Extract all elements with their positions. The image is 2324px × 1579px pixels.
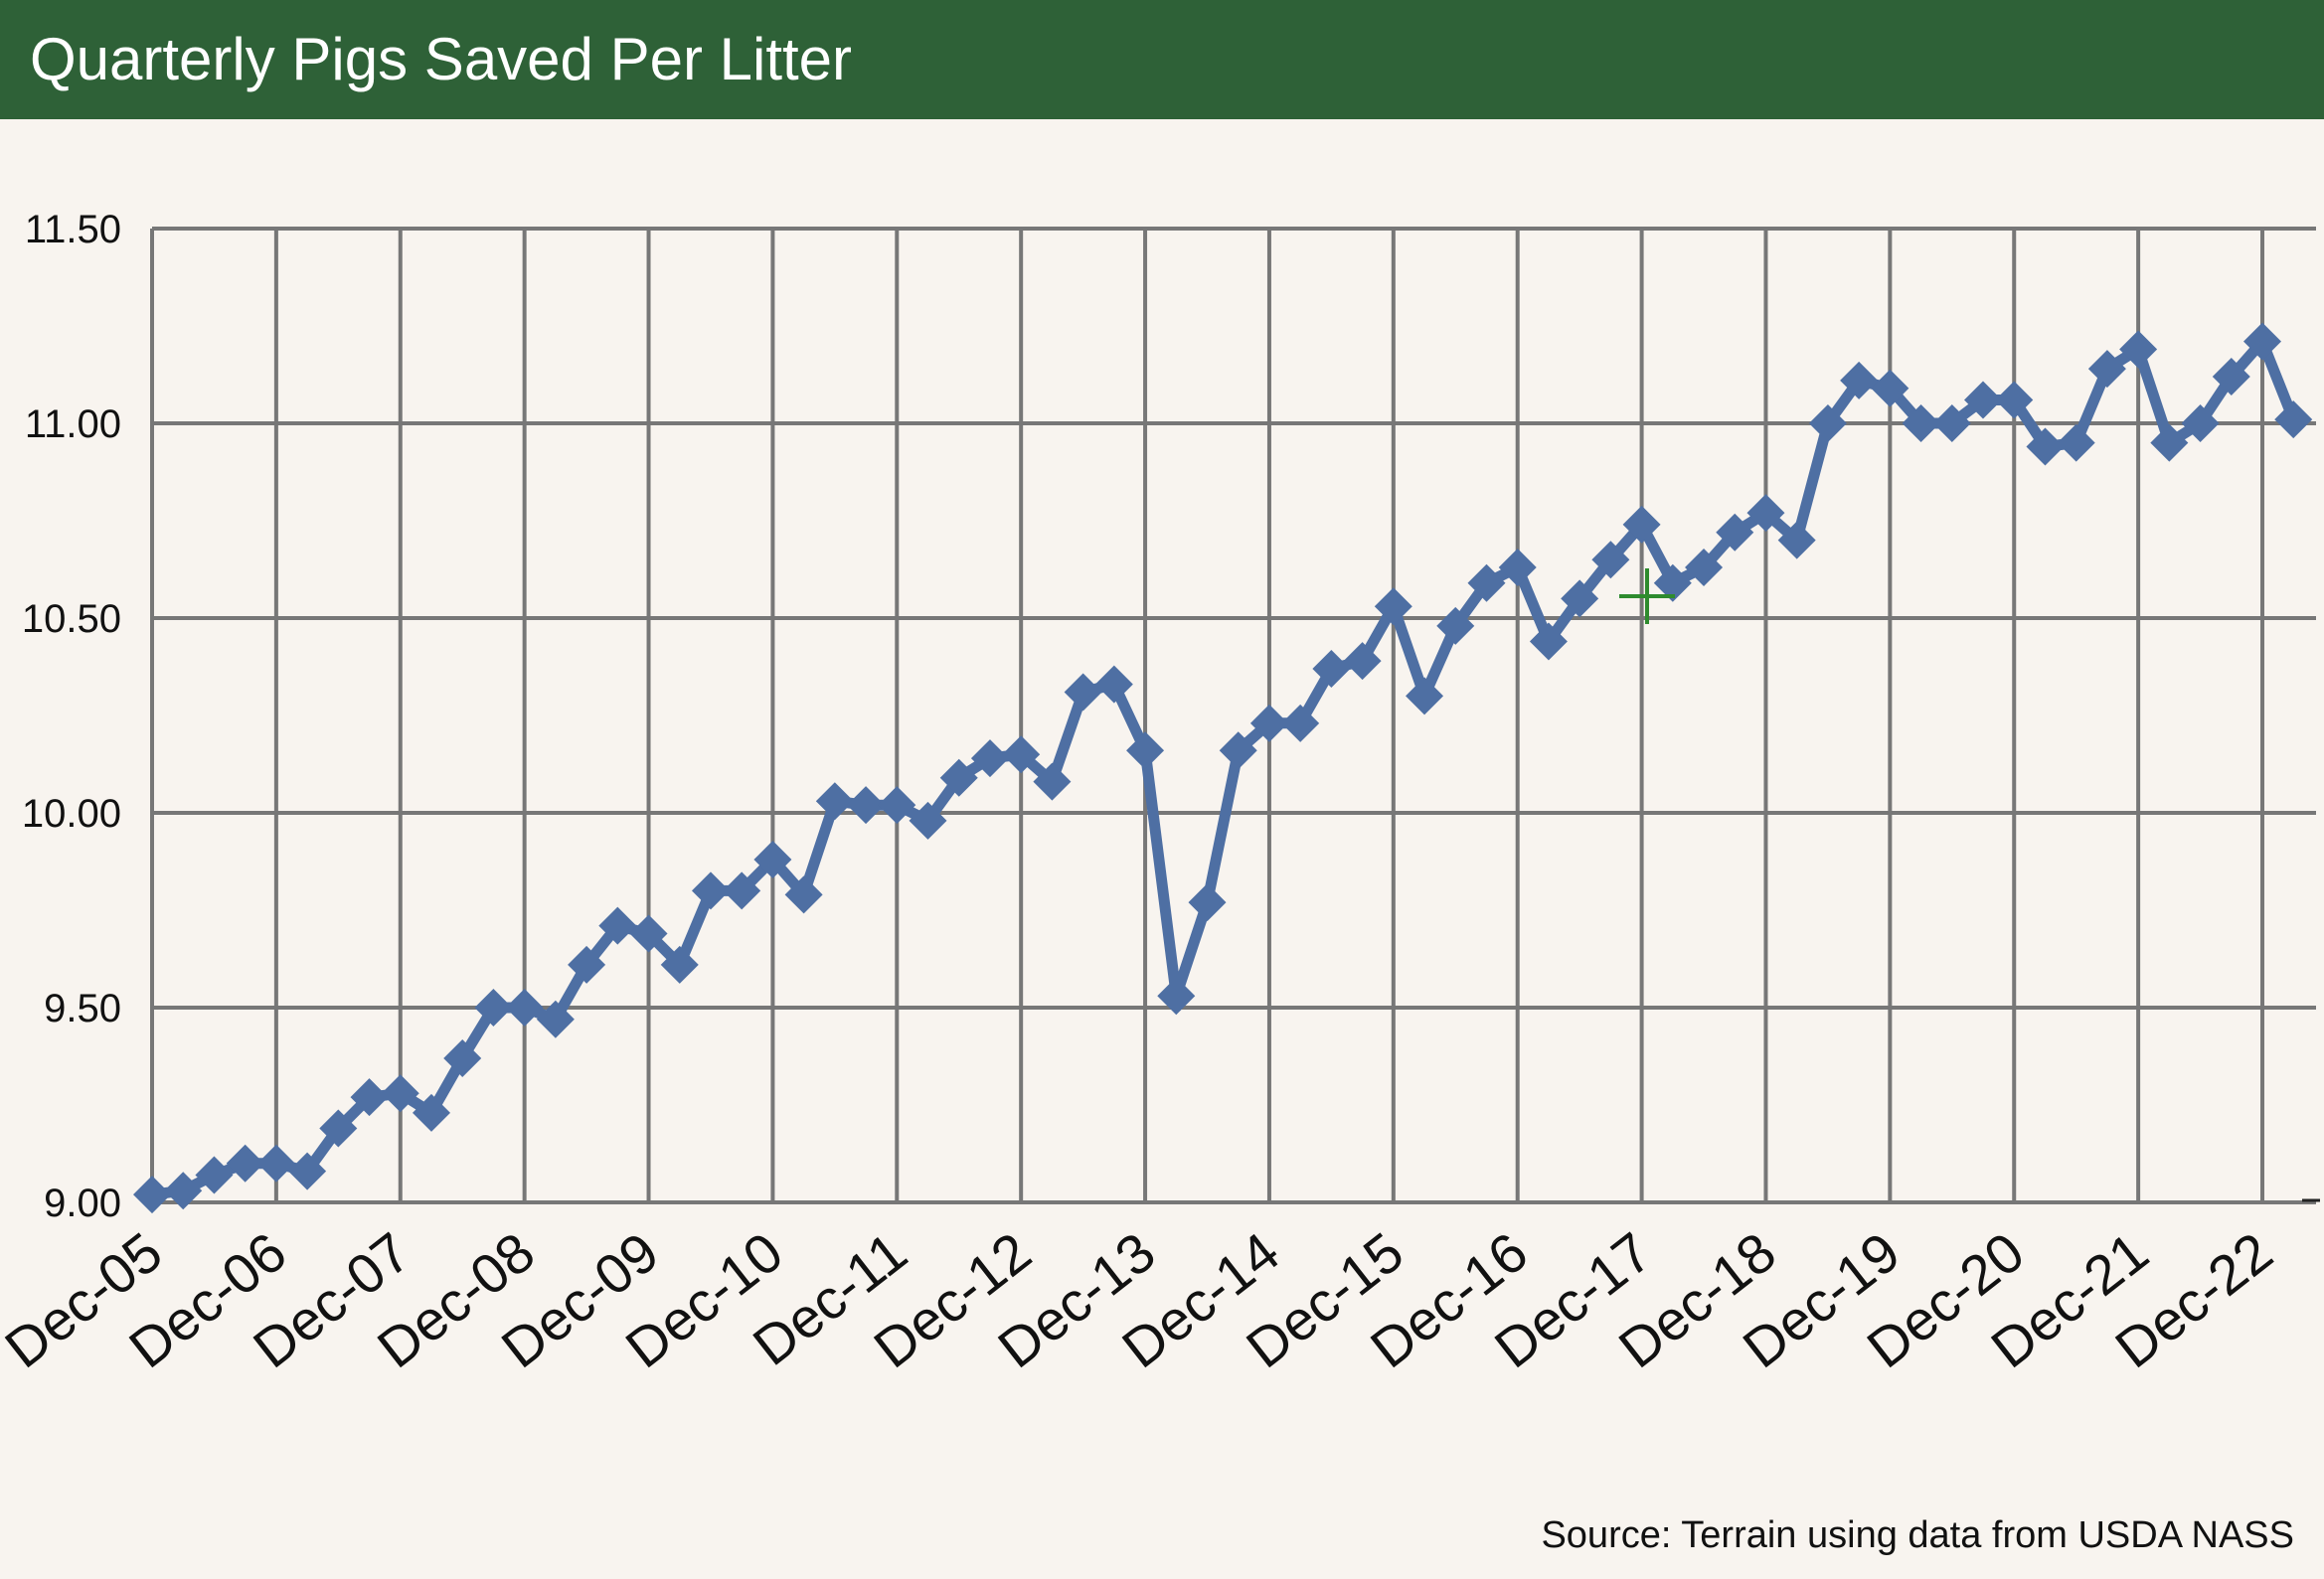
- y-tick-label: 9.00: [44, 1182, 121, 1225]
- data-point: [847, 786, 886, 825]
- data-point: [505, 989, 544, 1026]
- data-point: [1808, 404, 1847, 442]
- data-point: [2243, 322, 2281, 361]
- data-point: [2087, 350, 2126, 389]
- data-point: [474, 989, 513, 1026]
- data-point: [815, 782, 854, 821]
- chart-header: Quarterly Pigs Saved Per Litter: [0, 0, 2324, 119]
- data-point: [1653, 563, 1692, 602]
- data-point: [2150, 423, 2189, 462]
- data-point: [2057, 423, 2095, 462]
- data-point: [1777, 521, 1816, 559]
- y-tick-label: 10.00: [22, 792, 121, 836]
- data-point: [1746, 494, 1785, 533]
- data-point: [443, 1038, 482, 1077]
- y-tick-label: 9.50: [44, 987, 121, 1030]
- data-point: [1995, 381, 2034, 419]
- data-point: [1157, 977, 1196, 1016]
- data-point: [1716, 513, 1754, 552]
- data-point: [319, 1109, 358, 1148]
- data-point: [1002, 735, 1041, 774]
- data-point: [2274, 400, 2313, 439]
- data-point: [1064, 673, 1102, 711]
- data-point: [1126, 731, 1165, 770]
- data-point: [288, 1152, 327, 1190]
- data-point: [660, 945, 699, 984]
- data-point: [909, 801, 947, 840]
- data-point: [1312, 649, 1351, 688]
- data-point: [598, 906, 637, 945]
- data-point: [195, 1156, 234, 1194]
- data-point: [1406, 677, 1444, 715]
- data-point: [691, 871, 730, 910]
- data-point: [1033, 762, 1072, 801]
- data-point: [1281, 704, 1320, 742]
- data-point: [133, 1176, 171, 1214]
- data-point: [1902, 404, 1940, 442]
- data-point: [1249, 704, 1288, 742]
- data-point: [2212, 357, 2250, 395]
- data-point: [753, 841, 792, 879]
- data-point: [1561, 579, 1599, 618]
- data-point: [536, 1000, 575, 1038]
- data-point: [350, 1078, 389, 1117]
- data-point: [1094, 665, 1133, 704]
- data-point: [412, 1093, 450, 1132]
- data-point: [1840, 361, 1879, 399]
- data-point: [878, 786, 916, 825]
- data-point: [784, 875, 823, 914]
- data-point: [629, 914, 668, 953]
- y-tick-label: 10.50: [22, 597, 121, 641]
- data-point: [2119, 330, 2158, 369]
- data-point: [1871, 369, 1909, 407]
- data-point: [1685, 549, 1724, 587]
- series-line: [146, 336, 2299, 1200]
- data-point: [1932, 404, 1971, 442]
- data-point: [381, 1074, 419, 1113]
- data-point: [1467, 563, 1506, 602]
- data-point: [256, 1144, 295, 1183]
- chart-title: Quarterly Pigs Saved Per Litter: [30, 26, 853, 92]
- data-point: [1343, 642, 1382, 681]
- data-point: [1436, 606, 1475, 645]
- data-point: [939, 758, 978, 797]
- y-tick-label: 11.00: [25, 402, 121, 446]
- data-point: [226, 1144, 264, 1183]
- data-point: [1498, 549, 1537, 587]
- data-point: [1529, 622, 1568, 661]
- data-point: [970, 739, 1009, 778]
- data-point: [1622, 505, 1661, 544]
- data-point: [2026, 427, 2065, 466]
- y-tick-label: 11.50: [25, 208, 121, 251]
- data-point: [1964, 381, 2003, 419]
- source-note: Source: Terrain using data from USDA NAS…: [1541, 1514, 2294, 1556]
- data-point: [1374, 587, 1412, 626]
- data-point: [568, 945, 606, 984]
- data-point: [1188, 883, 1227, 922]
- data-point: [164, 1172, 203, 1210]
- data-point: [2181, 404, 2220, 442]
- data-point: [1219, 731, 1257, 770]
- data-point: [723, 871, 761, 910]
- data-point: [1591, 541, 1630, 579]
